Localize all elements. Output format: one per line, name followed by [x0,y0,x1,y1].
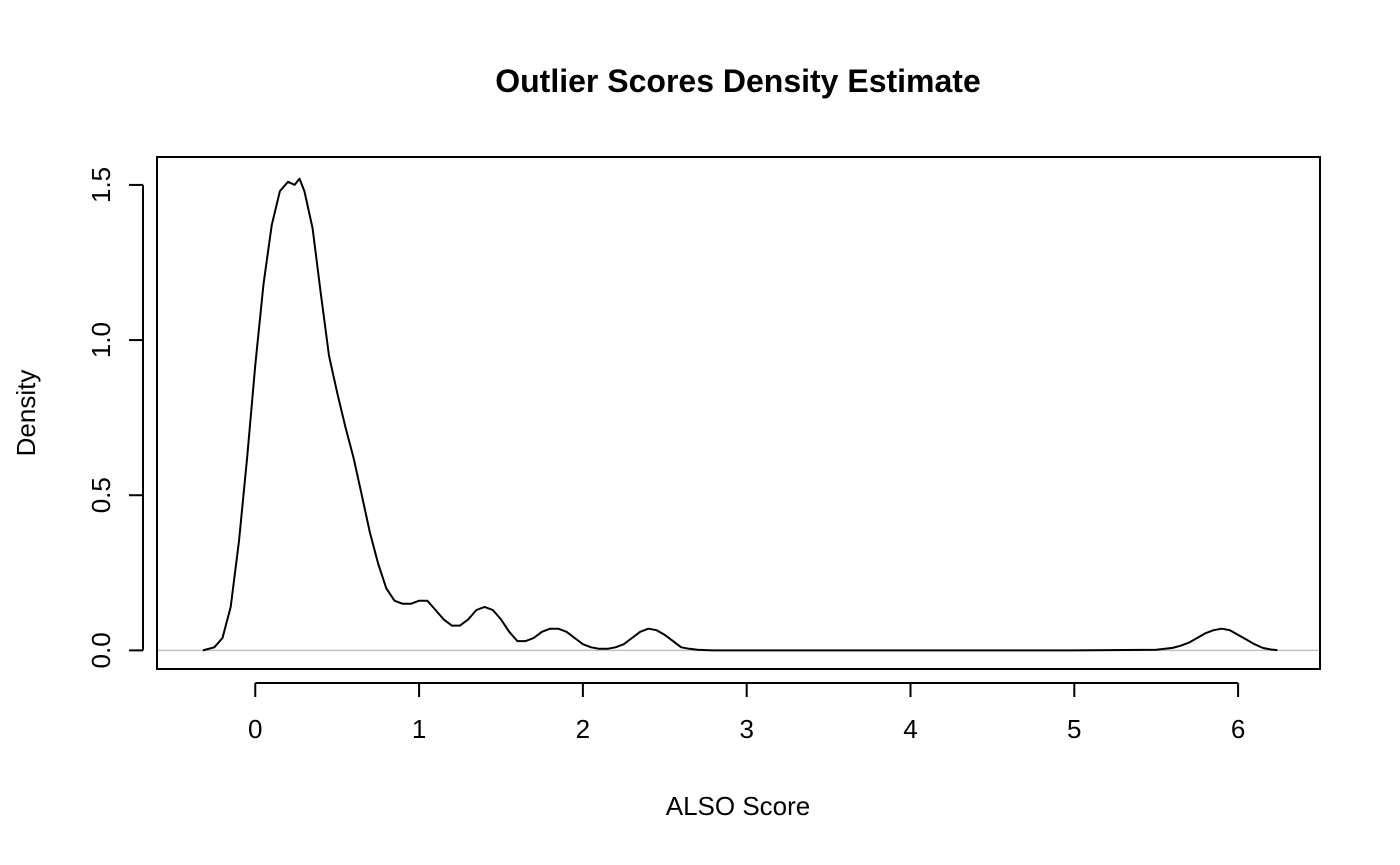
x-tick-label: 0 [248,714,262,744]
x-tick-label: 1 [412,714,426,744]
x-axis-label: ALSO Score [666,791,811,821]
x-tick-label: 2 [576,714,590,744]
x-tick-label: 5 [1067,714,1081,744]
x-tick-label: 3 [739,714,753,744]
plot-frame [156,156,1321,670]
y-tick-label: 1.0 [86,322,116,358]
chart-title: Outlier Scores Density Estimate [495,63,981,99]
plot-area [157,177,1320,652]
x-tick-label: 4 [903,714,917,744]
y-tick-label: 0.0 [86,632,116,668]
x-tick-label: 6 [1231,714,1245,744]
y-axis-label: Density [11,370,41,457]
y-axis: 0.0 0.5 1.0 1.5 [86,167,144,668]
y-tick-label: 0.5 [86,477,116,513]
density-curve [202,177,1278,652]
y-tick-label: 1.5 [86,167,116,203]
x-axis: 0 1 2 3 4 5 6 [248,682,1245,744]
